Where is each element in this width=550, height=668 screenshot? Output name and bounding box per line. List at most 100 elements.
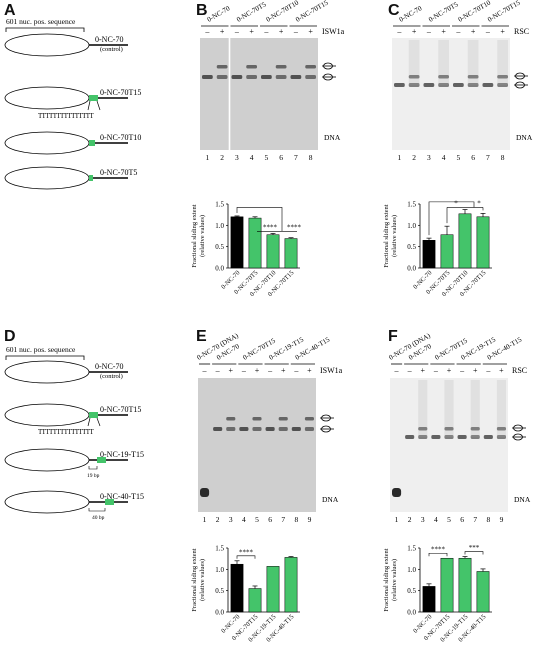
nucleosome-band bbox=[265, 427, 275, 431]
gel-panel-e: 0-NC-70 (DNA) 0-NC-70 0-NC-70T15 0-NC-19-T1… bbox=[190, 330, 370, 535]
lane-sign: – bbox=[407, 366, 413, 375]
construct-a-3-name: 0-NC-70T10 bbox=[100, 133, 141, 142]
significance-bracket bbox=[428, 201, 475, 236]
lane-number: 7 bbox=[281, 515, 285, 524]
significance-bracket: *** bbox=[464, 544, 484, 555]
slid-band bbox=[444, 427, 454, 431]
y-tick-label: 1.5 bbox=[407, 201, 416, 209]
lane-sign: – bbox=[396, 27, 402, 36]
dna-label: DNA bbox=[514, 495, 531, 504]
lane-sign: + bbox=[281, 366, 286, 375]
lane-number: 4 bbox=[442, 153, 446, 162]
bar bbox=[248, 588, 262, 613]
shifted-nucleosome-icon bbox=[514, 72, 528, 80]
nucleosome-band bbox=[246, 75, 257, 79]
lane-sign: – bbox=[433, 366, 439, 375]
lane-number: 2 bbox=[412, 153, 416, 162]
bar bbox=[284, 238, 298, 269]
free-dna-band bbox=[200, 488, 210, 497]
bar bbox=[422, 240, 436, 269]
lane-sign: – bbox=[426, 27, 432, 36]
nucleosome-band bbox=[278, 427, 288, 431]
slid-band bbox=[497, 75, 508, 79]
nucleosome-band bbox=[457, 435, 467, 439]
significance-label: **** bbox=[431, 546, 446, 554]
y-axis-label: Fractional sliding extent bbox=[383, 548, 390, 611]
slid-band bbox=[246, 65, 257, 69]
gel-group-label: 0-NC-70 bbox=[398, 4, 424, 24]
lane-number: 8 bbox=[294, 515, 298, 524]
y-axis-label-unit: (relative values) bbox=[199, 559, 206, 601]
lane-sign: + bbox=[471, 27, 476, 36]
construct-a-1-name: 0-NC-70 bbox=[95, 35, 123, 44]
lane-sign: + bbox=[279, 27, 284, 36]
lane-number: 1 bbox=[203, 515, 207, 524]
shifted-nucleosome-icon bbox=[320, 414, 334, 422]
construct-d-1-sub: (control) bbox=[100, 373, 123, 380]
lane-sign: + bbox=[499, 366, 504, 375]
lane-sign: + bbox=[441, 27, 446, 36]
bar bbox=[458, 557, 472, 613]
gel-group-label: 0-NC-70 bbox=[206, 4, 232, 24]
nucleosome-band bbox=[453, 83, 464, 87]
y-tick-label: 0.0 bbox=[407, 609, 416, 617]
slid-band bbox=[496, 427, 506, 431]
enzyme-label: ISW1a bbox=[320, 366, 343, 375]
slid-band bbox=[418, 427, 428, 431]
bar bbox=[248, 217, 262, 269]
lane-number: 4 bbox=[250, 153, 254, 162]
lane-sign: – bbox=[293, 27, 299, 36]
nucleosome-band bbox=[216, 75, 228, 79]
significance-label: * bbox=[454, 199, 458, 207]
free-dna-band bbox=[392, 488, 402, 497]
slid-band bbox=[470, 427, 480, 431]
y-axis-label-unit: (relative values) bbox=[391, 215, 398, 257]
nucleosome-band bbox=[405, 435, 415, 439]
slid-band bbox=[278, 417, 288, 421]
nucleosome-band bbox=[418, 435, 428, 439]
y-tick-label: 0.5 bbox=[215, 587, 224, 595]
bar bbox=[476, 571, 490, 613]
nucleosome-band bbox=[482, 83, 494, 87]
shifted-nucleosome-icon bbox=[512, 424, 526, 432]
bar bbox=[458, 213, 472, 269]
y-tick-label: 0.5 bbox=[407, 243, 416, 251]
nucleosome-band bbox=[239, 427, 249, 431]
y-tick-label: 1.0 bbox=[407, 566, 416, 574]
panel-d-constructs: 601 nuc. pos. sequence 0-NC-70 (control)… bbox=[0, 330, 190, 630]
y-tick-label: 1.0 bbox=[407, 222, 416, 230]
significance-label: **** bbox=[263, 223, 278, 231]
lane-number: 1 bbox=[398, 153, 402, 162]
enzyme-label: ISW1a bbox=[322, 27, 345, 36]
polyt-sequence-d: TTTTTTTTTTTTTTT bbox=[38, 428, 94, 436]
y-tick-label: 1.0 bbox=[215, 566, 224, 574]
nucleosome-band bbox=[408, 83, 420, 87]
lane-number: 3 bbox=[421, 515, 425, 524]
y-tick-label: 1.0 bbox=[215, 222, 224, 230]
lane-number: 5 bbox=[457, 153, 461, 162]
y-tick-label: 0.5 bbox=[407, 587, 416, 595]
lane-number: 1 bbox=[206, 153, 210, 162]
panel-letter-c: C bbox=[388, 2, 400, 19]
gel-panel-c: 0-NC-70 0-NC-70T5 0-NC-70T10 0-NC-70T15– + – +… bbox=[382, 0, 550, 190]
bar-chart-e: 0.0 0.5 1.0 1.5 Fractional sliding extent (re… bbox=[191, 545, 300, 644]
dna-label: DNA bbox=[516, 133, 533, 142]
lane-sign: + bbox=[249, 27, 254, 36]
lane-sign: – bbox=[293, 366, 299, 375]
lane-number: 7 bbox=[473, 515, 477, 524]
bar bbox=[266, 234, 280, 269]
lane-number: 5 bbox=[447, 515, 451, 524]
nucleosome-band bbox=[275, 75, 287, 79]
nucleosome-band bbox=[431, 435, 441, 439]
lane-sign: + bbox=[421, 366, 426, 375]
lane-sign: + bbox=[473, 366, 478, 375]
lane-number: 6 bbox=[471, 153, 475, 162]
slid-band bbox=[275, 65, 287, 69]
lane-sign: – bbox=[241, 366, 247, 375]
y-axis-label-unit: (relative values) bbox=[199, 215, 206, 257]
lane-sign: – bbox=[455, 27, 461, 36]
bar bbox=[230, 563, 244, 613]
lane-sign: – bbox=[215, 366, 221, 375]
polyt-sequence-a: TTTTTTTTTTTTTTT bbox=[38, 112, 94, 120]
lane-number: 2 bbox=[408, 515, 412, 524]
